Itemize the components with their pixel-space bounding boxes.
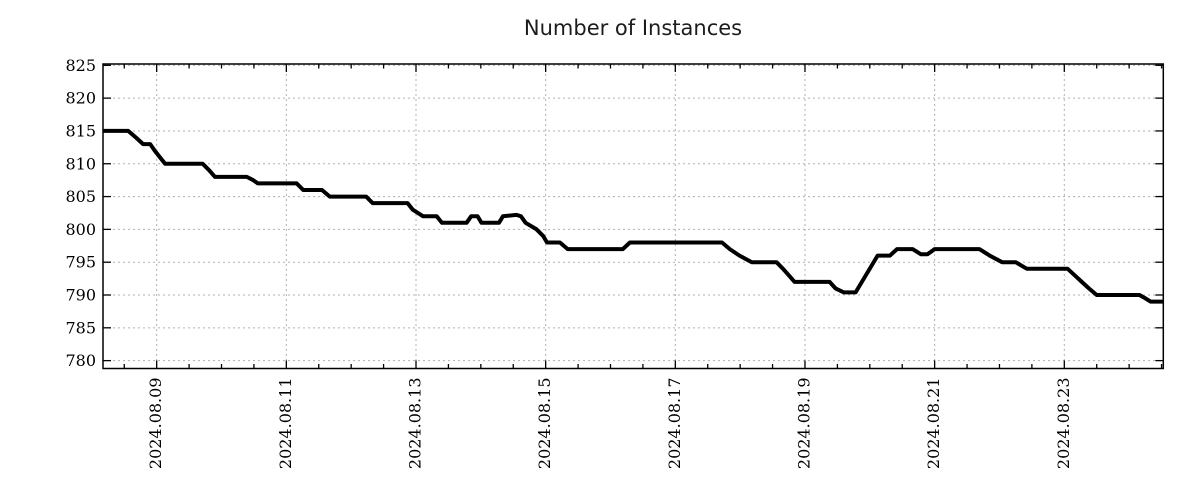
y-tick-label: 825 xyxy=(65,56,96,75)
y-tick-label: 815 xyxy=(65,121,96,140)
x-tick-label: 2024.08.13 xyxy=(406,378,425,470)
y-tick-label: 780 xyxy=(65,351,96,370)
chart-title: Number of Instances xyxy=(523,16,743,40)
y-tick-label: 810 xyxy=(65,154,96,173)
y-tick-label: 805 xyxy=(65,187,96,206)
x-tick-label: 2024.08.17 xyxy=(665,378,684,470)
x-tick-label: 2024.08.21 xyxy=(924,378,943,470)
x-tick-label: 2024.08.19 xyxy=(794,378,813,470)
data-line xyxy=(102,128,1163,304)
y-tick-label: 820 xyxy=(65,89,96,108)
x-tick-label: 2024.08.11 xyxy=(276,378,295,470)
y-tick-label: 785 xyxy=(65,318,96,337)
x-tick-label: 2024.08.23 xyxy=(1054,378,1073,470)
y-tick-label: 795 xyxy=(65,253,96,272)
x-tick-label: 2024.08.15 xyxy=(535,378,554,470)
y-tick-label: 790 xyxy=(65,286,96,305)
plot-border xyxy=(102,63,1165,370)
y-tick-label: 800 xyxy=(65,220,96,239)
x-tick-label: 2024.08.09 xyxy=(146,378,165,470)
